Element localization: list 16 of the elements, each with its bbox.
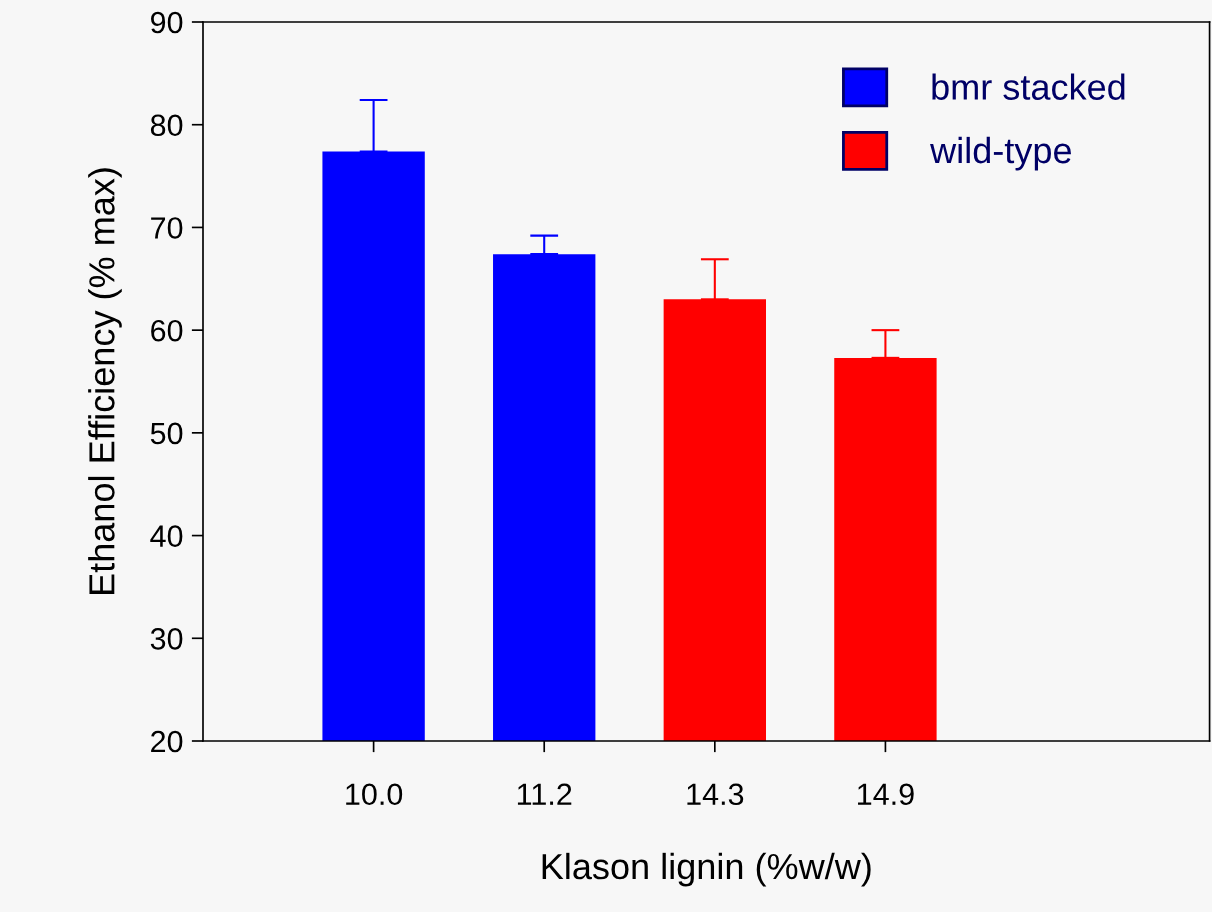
y-tick-label: 70 xyxy=(151,217,183,239)
x-tick-label: 14.3 xyxy=(687,783,744,806)
x-tick-label: 14.9 xyxy=(858,783,914,806)
y-tick-label: 30 xyxy=(150,628,183,650)
y-tick-label: 20 xyxy=(151,730,183,753)
y-axis-title: Ethanol Efficiency (% max) xyxy=(88,168,122,594)
y-tick-label: 60 xyxy=(151,319,183,342)
x-axis-title: Klason lignin (%w/w) xyxy=(542,852,871,887)
y-tick-label: 90 xyxy=(151,11,183,34)
y-tick-label: 50 xyxy=(150,422,183,445)
y-tick-label: 80 xyxy=(150,114,183,137)
y-tick-label: 40 xyxy=(150,525,183,547)
x-tick-label: 10.0 xyxy=(346,783,403,806)
legend-label: wild-type xyxy=(930,136,1071,171)
x-tick-label: 11.2 xyxy=(517,783,572,805)
legend-label: bmr stacked xyxy=(932,73,1125,100)
